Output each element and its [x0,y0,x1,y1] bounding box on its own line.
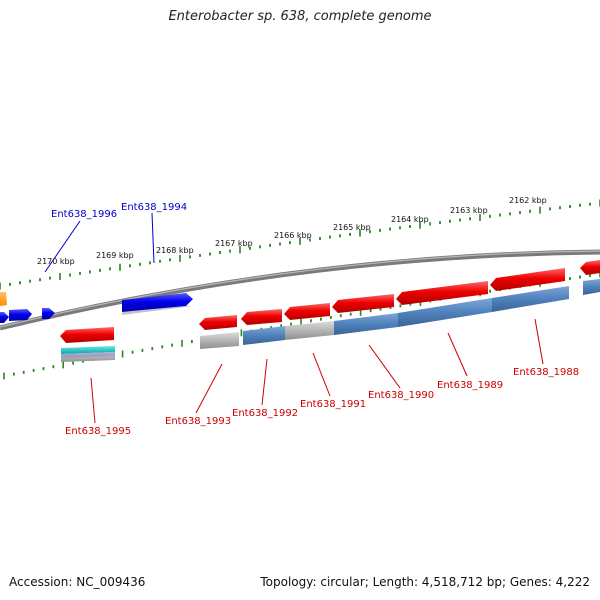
gene-arrow-ent638-1993 [199,315,237,330]
gene-arrow-ent638-1990 [332,294,394,313]
ruler-label: 2166 kbp [274,231,312,240]
ruler-label: 2169 kbp [96,251,134,260]
accession-text: Accession: NC_009436 [9,575,146,589]
topology-text: Topology: circular; Length: 4,518,712 bp… [260,575,590,589]
gene-label-ent638-1989[interactable]: Ent638_1989 [437,380,503,391]
gene-labels: Ent638_1996 Ent638_1994 Ent638_1995 Ent6… [51,202,579,437]
ruler-label: 2162 kbp [509,196,547,205]
ruler-label: 2167 kbp [215,239,253,248]
gene-feature-steel [243,326,285,345]
gene-arrow-ent638-1995 [60,327,114,343]
ruler-label: 2165 kbp [333,223,371,232]
gene-arrow-reverse [580,260,600,275]
gene-arrow-ent638-1988 [490,268,565,291]
gene-label-ent638-1990[interactable]: Ent638_1990 [368,390,434,401]
gene-feature-orange [0,292,7,306]
feature-track [0,260,600,362]
gene-arrow-ent638-1994 [122,293,193,312]
gene-feature-steel [334,313,398,335]
gene-label-ent638-1996[interactable]: Ent638_1996 [51,209,117,220]
genome-backbone [0,249,600,331]
gene-feature-cyan [61,346,115,354]
ruler-label: 2168 kbp [156,246,194,255]
gene-label-ent638-1993[interactable]: Ent638_1993 [165,416,231,427]
gene-feature-grey [285,321,334,340]
ruler-labels: 2170 kbp 2169 kbp 2168 kbp 2167 kbp 2166… [37,196,547,266]
gene-feature-steel [398,298,492,327]
gene-arrow-ent638-1992 [241,309,282,325]
gene-label-ent638-1995[interactable]: Ent638_1995 [65,426,131,437]
gene-arrow-forward [9,309,32,321]
gene-label-ent638-1991[interactable]: Ent638_1991 [300,399,366,410]
label-leaders [44,212,544,424]
gene-arrow-forward [42,308,55,319]
ruler-label: 2164 kbp [391,215,429,224]
gene-arrow-forward [0,312,9,323]
gene-feature-steel [583,279,600,295]
gene-feature-grey [200,332,239,349]
gene-label-ent638-1988[interactable]: Ent638_1988 [513,367,579,378]
ruler-label: 2170 kbp [37,257,75,266]
gene-arrow-ent638-1991 [284,303,330,320]
gene-arrow-ent638-1989 [396,281,488,305]
ruler-label: 2163 kbp [450,206,488,215]
gene-label-ent638-1994[interactable]: Ent638_1994 [121,202,187,213]
gene-feature-steel [492,286,569,312]
gene-label-ent638-1992[interactable]: Ent638_1992 [232,408,298,419]
outer-ruler [0,199,600,290]
map-title: Enterobacter sp. 638, complete genome [168,9,432,24]
